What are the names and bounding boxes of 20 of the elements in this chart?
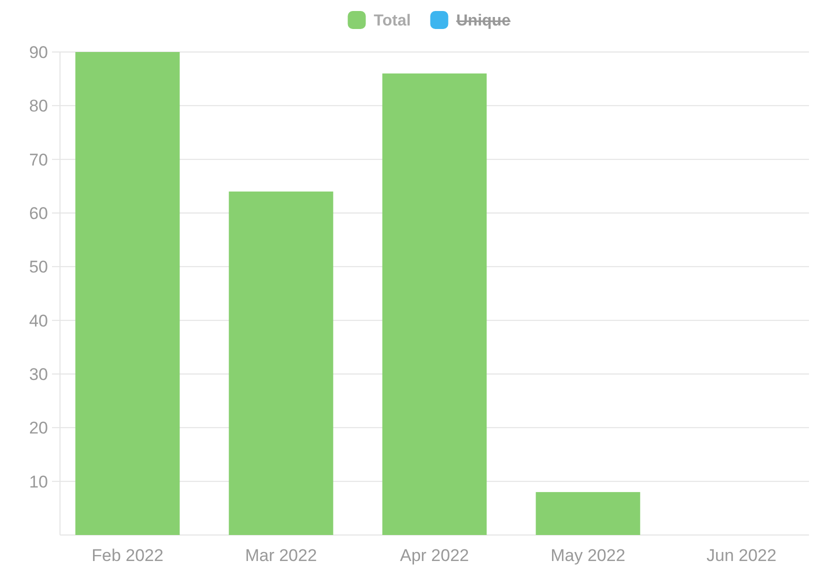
y-tick-label: 40 [29,311,48,330]
bar [536,492,640,535]
x-tick-label: Feb 2022 [92,546,164,565]
x-tick-label: May 2022 [550,546,626,565]
y-tick-label: 60 [29,204,48,223]
bar [228,192,334,535]
legend-label: Unique [456,12,511,30]
bar [75,52,180,535]
bar [382,73,487,535]
legend-label: Total [374,12,411,30]
y-tick-label: 70 [29,150,48,170]
y-tick-label: 90 [29,42,48,62]
y-tick-label: 20 [29,418,48,438]
y-tick-label: 30 [29,364,48,384]
y-tick-label: 10 [29,472,48,492]
y-tick-label: 50 [29,258,48,277]
y-tick-label: 80 [29,96,48,116]
x-tick-label: Apr 2022 [400,546,469,565]
x-tick-label: Mar 2022 [245,546,317,565]
x-tick-label: Jun 2022 [706,546,776,565]
